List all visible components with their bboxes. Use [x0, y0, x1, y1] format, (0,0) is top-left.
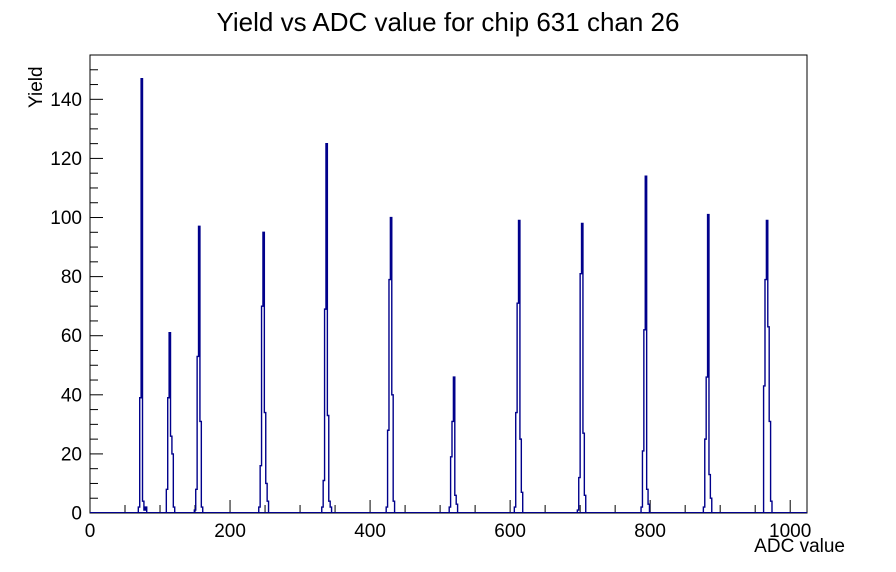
y-tick-label: 140 [50, 90, 82, 111]
y-tick-label: 40 [61, 385, 82, 406]
histogram-peak [258, 231, 270, 513]
histogram-peak [640, 175, 651, 513]
x-axis-title: ADC value [754, 536, 845, 557]
x-tick-label: 600 [494, 521, 526, 542]
histogram-peak [576, 222, 587, 513]
y-tick-label: 80 [61, 267, 82, 288]
y-tick-label: 60 [61, 326, 82, 347]
histogram-peak [448, 376, 459, 513]
x-tick-label: 0 [85, 521, 96, 542]
y-tick-label: 0 [71, 504, 82, 525]
histogram-peak [385, 216, 396, 513]
histogram-peak [762, 219, 773, 513]
histogram-peak [193, 225, 204, 513]
chart-title: Yield vs ADC value for chip 631 chan 26 [216, 7, 680, 37]
y-tick-label: 100 [50, 208, 82, 229]
x-tick-label: 800 [634, 521, 666, 542]
x-tick-label: 200 [214, 521, 246, 542]
x-tick-label: 1000 [769, 521, 811, 542]
histogram-peak [702, 213, 713, 513]
x-tick-label: 400 [354, 521, 386, 542]
histogram-peak [137, 77, 148, 513]
y-axis-title: Yield [26, 66, 47, 108]
histogram-peak [321, 142, 333, 513]
y-tick-label: 120 [50, 149, 82, 170]
y-tick-label: 20 [61, 444, 82, 465]
histogram-peak [513, 219, 524, 513]
histogram-peak [165, 332, 176, 513]
